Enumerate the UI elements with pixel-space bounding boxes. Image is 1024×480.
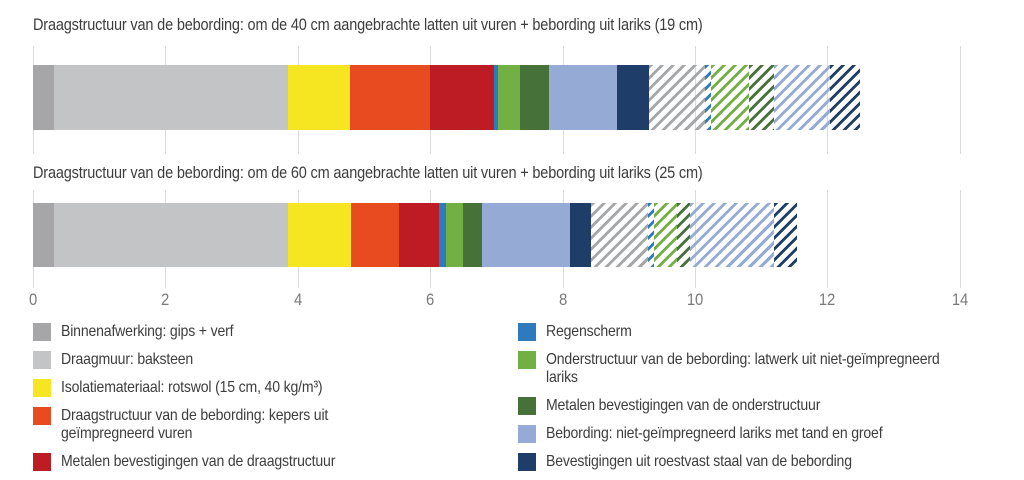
bar1-segment-regenscherm-hatched [704, 65, 711, 130]
legend-item-isolatie: Isolatiemateriaal: rotswol (15 cm, 40 kg… [33, 379, 441, 397]
bar1-segment-isolatie [287, 65, 351, 130]
x-axis-tick-label-8: 8 [558, 291, 567, 309]
legend-swatch-binnenafwerking [33, 323, 51, 341]
x-axis-tick-label-14: 14 [951, 291, 968, 309]
bar2-segment-regenscherm-hatched [647, 203, 655, 267]
gridline-12 [827, 190, 829, 288]
legend-column-right: Regenscherm Onderstructuur van de bebordi… [518, 323, 1006, 471]
bar2-segment-metalen_onderstructuur [463, 203, 482, 267]
bar2-segment-draagmuur [54, 203, 288, 267]
legend-swatch-regenscherm [518, 323, 536, 341]
bar2-segment-metalen_draagstructuur [399, 203, 440, 267]
legend-label-regenscherm: Regenscherm [546, 323, 632, 340]
gridline-14 [959, 190, 961, 288]
bar1-segment-draagmuur [54, 65, 288, 130]
bar2-segment-bevestigingen [569, 203, 591, 267]
bar1-segment-bebording-hatched [774, 65, 830, 130]
legend-label-draagstructuur: Draagstructuur van de bebording: kepers … [61, 407, 329, 442]
bar2-segment-onderstructuur-hatched [654, 203, 677, 267]
bar2-segment-draagmuur-hatched [590, 203, 648, 267]
bar1-segment-binnenafwerking [33, 65, 55, 130]
x-axis-tick-label-0: 0 [28, 291, 38, 309]
bar2-segment-bebording [481, 203, 570, 267]
bar1-segment-onderstructuur-hatched [710, 65, 750, 130]
bar1-segment-metalen_onderstructuur [520, 65, 550, 130]
bar1-title: Draagstructuur van de bebording: om de 4… [33, 16, 703, 34]
legend-item-regenscherm: Regenscherm [518, 323, 1006, 341]
x-axis-tick-label-12: 12 [819, 291, 836, 309]
legend-item-metalen_draagstructuur: Metalen bevestigingen van de draagstruct… [33, 453, 441, 471]
legend-label-metalen_draagstructuur: Metalen bevestigingen van de draagstruct… [61, 453, 336, 470]
legend-swatch-draagmuur [33, 351, 51, 369]
bar2-segment-onderstructuur [446, 203, 464, 267]
bar2-segment-bevestigingen-hatched [774, 203, 798, 267]
bar1-segment-draagmuur-hatched [648, 65, 705, 130]
bar2 [33, 203, 798, 267]
legend-swatch-draagstructuur [33, 407, 51, 425]
legend-item-binnenafwerking: Binnenafwerking: gips + verf [33, 323, 441, 341]
legend-swatch-onderstructuur [518, 351, 536, 369]
legend-label-binnenafwerking: Binnenafwerking: gips + verf [61, 323, 234, 340]
legend-item-bevestigingen: Bevestigingen uit roestvast staal van de… [518, 453, 1006, 471]
legend-item-draagmuur: Draagmuur: baksteen [33, 351, 441, 369]
bar1-segment-bebording [549, 65, 617, 130]
legend-item-onderstructuur: Onderstructuur van de bebording: latwerk… [518, 351, 1006, 387]
bar1-segment-regenscherm [493, 65, 499, 130]
x-axis: 0 2 4 6 8 10 12 14 [0, 291, 1024, 313]
legend-label-draagmuur: Draagmuur: baksteen [61, 351, 194, 368]
legend-column-left: Binnenafwerking: gips + verf Draagmuur: b… [33, 323, 441, 471]
legend-swatch-bevestigingen [518, 453, 536, 471]
legend-item-bebording: Bebording: niet-geïmpregneerd lariks met… [518, 425, 1006, 443]
bar2-segment-metalen_onderstructuur-hatched [676, 203, 690, 267]
legend-swatch-metalen_draagstructuur [33, 453, 51, 471]
bar2-segment-regenscherm [439, 203, 447, 267]
bar2-segment-draagstructuur [350, 203, 400, 267]
bar2-segment-binnenafwerking [33, 203, 55, 267]
legend-swatch-metalen_onderstructuur [518, 397, 536, 415]
bar1-segment-bevestigingen [616, 65, 649, 130]
gridline-14 [959, 46, 961, 154]
legend-swatch-isolatie [33, 379, 51, 397]
legend-label-metalen_onderstructuur: Metalen bevestigingen van de onderstruct… [546, 397, 821, 414]
bar1-segment-bevestigingen-hatched [829, 65, 861, 130]
legend-label-bevestigingen: Bevestigingen uit roestvast staal van de… [546, 453, 852, 470]
bar2-title: Draagstructuur van de bebording: om de 6… [33, 164, 703, 182]
bar2-segment-isolatie [287, 203, 351, 267]
legend-label-bebording: Bebording: niet-geïmpregneerd lariks met… [546, 425, 883, 442]
bar2-segment-bebording-hatched [689, 203, 775, 267]
legend-item-draagstructuur: Draagstructuur van de bebording: kepers … [33, 407, 441, 443]
legend-item-metalen_onderstructuur: Metalen bevestigingen van de onderstruct… [518, 397, 1006, 415]
legend-label-isolatie: Isolatiemateriaal: rotswol (15 cm, 40 kg… [61, 379, 323, 396]
bar1-segment-metalen_onderstructuur-hatched [749, 65, 775, 130]
x-axis-tick-label-4: 4 [293, 291, 302, 309]
legend-label-onderstructuur: Onderstructuur van de bebording: latwerk… [546, 351, 940, 386]
x-axis-tick-label-10: 10 [686, 291, 704, 309]
bar1 [33, 65, 861, 130]
x-axis-tick-label-2: 2 [161, 291, 170, 309]
bar1-segment-draagstructuur [350, 65, 430, 130]
x-axis-tick-label-6: 6 [426, 291, 435, 309]
bar1-segment-onderstructuur [498, 65, 521, 130]
legend-swatch-bebording [518, 425, 536, 443]
bar1-segment-metalen_draagstructuur [429, 65, 494, 130]
